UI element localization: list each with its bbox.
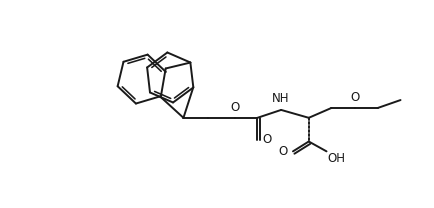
Text: O: O bbox=[279, 145, 288, 158]
Text: O: O bbox=[351, 91, 360, 104]
Text: OH: OH bbox=[328, 152, 345, 165]
Text: NH: NH bbox=[271, 92, 289, 105]
Text: O: O bbox=[263, 133, 272, 146]
Text: O: O bbox=[230, 101, 240, 114]
